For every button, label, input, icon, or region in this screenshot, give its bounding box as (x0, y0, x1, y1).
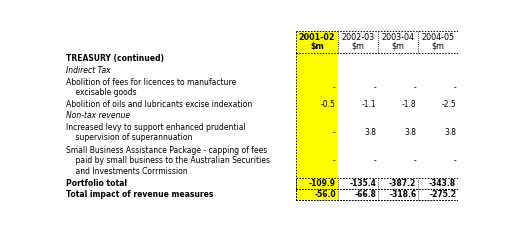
Text: -: - (413, 156, 416, 165)
Text: -: - (454, 156, 456, 165)
Text: $m: $m (310, 42, 324, 51)
Text: -: - (373, 83, 376, 92)
Text: -: - (413, 83, 416, 92)
Text: Abolition of oils and lubricants excise indexation: Abolition of oils and lubricants excise … (66, 100, 252, 109)
Bar (296, 31, 338, 200)
Text: -343.8: -343.8 (429, 179, 456, 188)
Text: Total impact of revenue measures: Total impact of revenue measures (66, 190, 213, 199)
Text: Non-tax revenue: Non-tax revenue (66, 111, 130, 120)
Text: -: - (373, 156, 376, 165)
Text: 3.8: 3.8 (364, 128, 376, 137)
Text: Indirect Tax: Indirect Tax (66, 66, 110, 75)
Text: -275.2: -275.2 (429, 190, 456, 199)
Text: -: - (454, 83, 456, 92)
Text: -109.9: -109.9 (309, 179, 336, 188)
Text: 2001-02: 2001-02 (299, 33, 335, 42)
Text: 2004-05: 2004-05 (421, 33, 455, 42)
Text: 3.8: 3.8 (444, 128, 456, 137)
Text: 2003-04: 2003-04 (382, 33, 415, 42)
Text: -1.8: -1.8 (402, 100, 416, 109)
Text: -: - (333, 128, 336, 137)
Text: -: - (333, 156, 336, 165)
Text: -1.1: -1.1 (361, 100, 376, 109)
Text: 3.8: 3.8 (404, 128, 416, 137)
Text: Portfolio total: Portfolio total (66, 179, 127, 188)
Text: -0.5: -0.5 (321, 100, 336, 109)
Text: $m: $m (351, 42, 364, 51)
Text: $m: $m (391, 42, 405, 51)
Text: -387.2: -387.2 (389, 179, 416, 188)
Text: Small Business Assistance Package - capping of fees
    paid by small business t: Small Business Assistance Package - capp… (66, 146, 270, 176)
Text: $m: $m (432, 42, 445, 51)
Text: -318.6: -318.6 (389, 190, 416, 199)
Text: 2002-03: 2002-03 (342, 33, 375, 42)
Text: Increased levy to support enhanced prudential
    supervision of superannuation: Increased levy to support enhanced prude… (66, 123, 245, 142)
Text: -: - (333, 83, 336, 92)
Text: -66.8: -66.8 (354, 190, 376, 199)
Text: -135.4: -135.4 (349, 179, 376, 188)
Text: TREASURY (continued): TREASURY (continued) (66, 54, 163, 64)
Text: -2.5: -2.5 (441, 100, 456, 109)
Text: Abolition of fees for licences to manufacture
    excisable goods: Abolition of fees for licences to manufa… (66, 78, 236, 97)
Text: -56.0: -56.0 (314, 190, 336, 199)
